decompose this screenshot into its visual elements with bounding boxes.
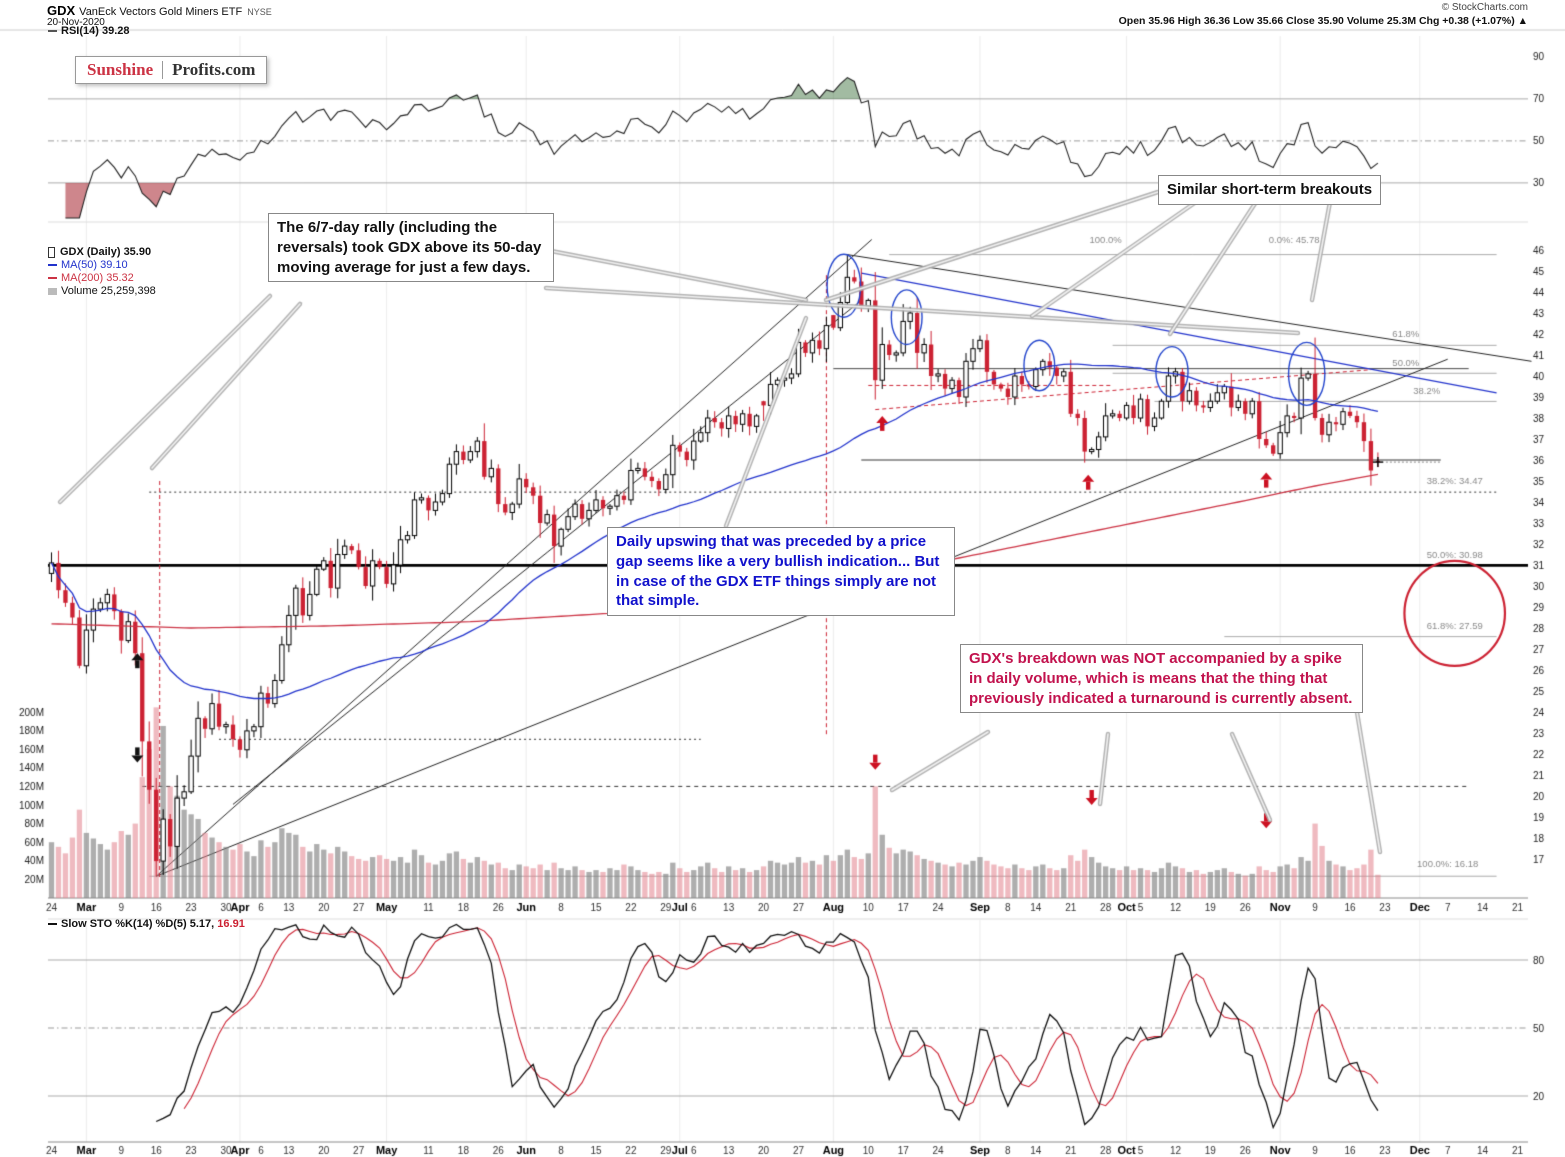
- rsi-line-icon: [48, 30, 57, 33]
- candle-icon: [48, 246, 55, 258]
- copyright: © StockCharts.com: [1441, 2, 1528, 13]
- ma200-line-icon: [48, 277, 57, 280]
- ma50-legend: MA(50) 39.10: [61, 259, 128, 271]
- chart-date: 20-Nov-2020: [47, 17, 105, 28]
- ma50-line-icon: [48, 264, 57, 267]
- price-legend-symbol: GDX (Daily) 35.90: [60, 246, 152, 258]
- annotation-gap: Daily upswing that was preceded by a pri…: [607, 527, 955, 617]
- volume-legend: Volume 25,259,398: [61, 285, 156, 297]
- logo-right: Profits.com: [172, 60, 256, 79]
- volume-bars-icon: [48, 287, 57, 295]
- rsi-legend-label: RSI(14) 39.28: [61, 25, 130, 37]
- stoch-legend-d: 16.91: [217, 918, 245, 930]
- logo-left: Sunshine: [87, 60, 154, 79]
- annotation-breakouts: Similar short-term breakouts: [1158, 175, 1382, 205]
- rsi-legend: RSI(14) 39.28: [48, 25, 129, 38]
- annotation-volume: GDX's breakdown was NOT accompanied by a…: [960, 644, 1363, 714]
- quote-line: Open 35.96 High 36.36 Low 35.66 Close 35…: [1118, 15, 1528, 27]
- price-legend: GDX (Daily) 35.90 MA(50) 39.10 MA(200) 3…: [48, 246, 156, 298]
- symbol: GDX: [47, 3, 76, 18]
- annotation-rally: The 6/7-day rally (including the reversa…: [268, 213, 554, 283]
- logo-divider: [162, 61, 164, 79]
- stoch-line-icon: [48, 923, 57, 926]
- stoch-legend-k: Slow STO %K(14) %D(5) 5.17,: [61, 918, 215, 930]
- stoch-legend: Slow STO %K(14) %D(5) 5.17, 16.91: [48, 918, 245, 931]
- exchange: NYSE: [247, 7, 272, 17]
- ma200-legend: MA(200) 35.32: [61, 272, 134, 284]
- header-title: GDX VanEck Vectors Gold Miners ETF NYSE: [47, 2, 272, 20]
- sunshine-profits-logo: Sunshine Profits.com: [75, 56, 268, 84]
- instrument-name: VanEck Vectors Gold Miners ETF: [79, 6, 243, 18]
